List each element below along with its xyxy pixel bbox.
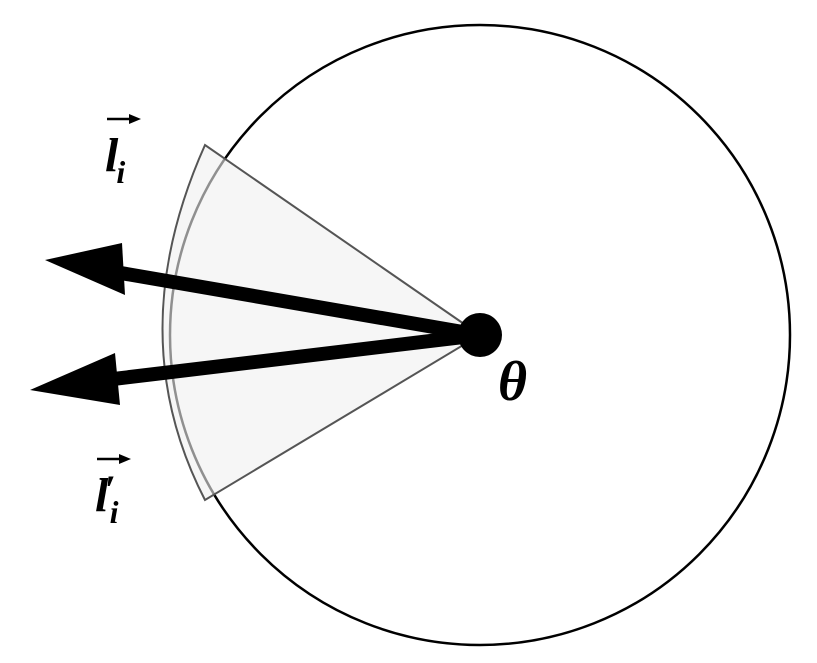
- label-l1: l i: [105, 128, 127, 183]
- vector-l2-arrowhead: [30, 353, 120, 405]
- vector-diagram: θ l i l ′i: [0, 0, 817, 663]
- label-l2-subscript: i: [110, 494, 119, 530]
- label-l2: l ′i: [95, 468, 128, 523]
- vector-l1-arrowhead: [45, 243, 125, 295]
- theta-label: θ: [498, 351, 527, 413]
- label-l1-subscript: i: [116, 154, 125, 190]
- center-point: [458, 313, 502, 357]
- diagram-svg: θ: [0, 0, 817, 663]
